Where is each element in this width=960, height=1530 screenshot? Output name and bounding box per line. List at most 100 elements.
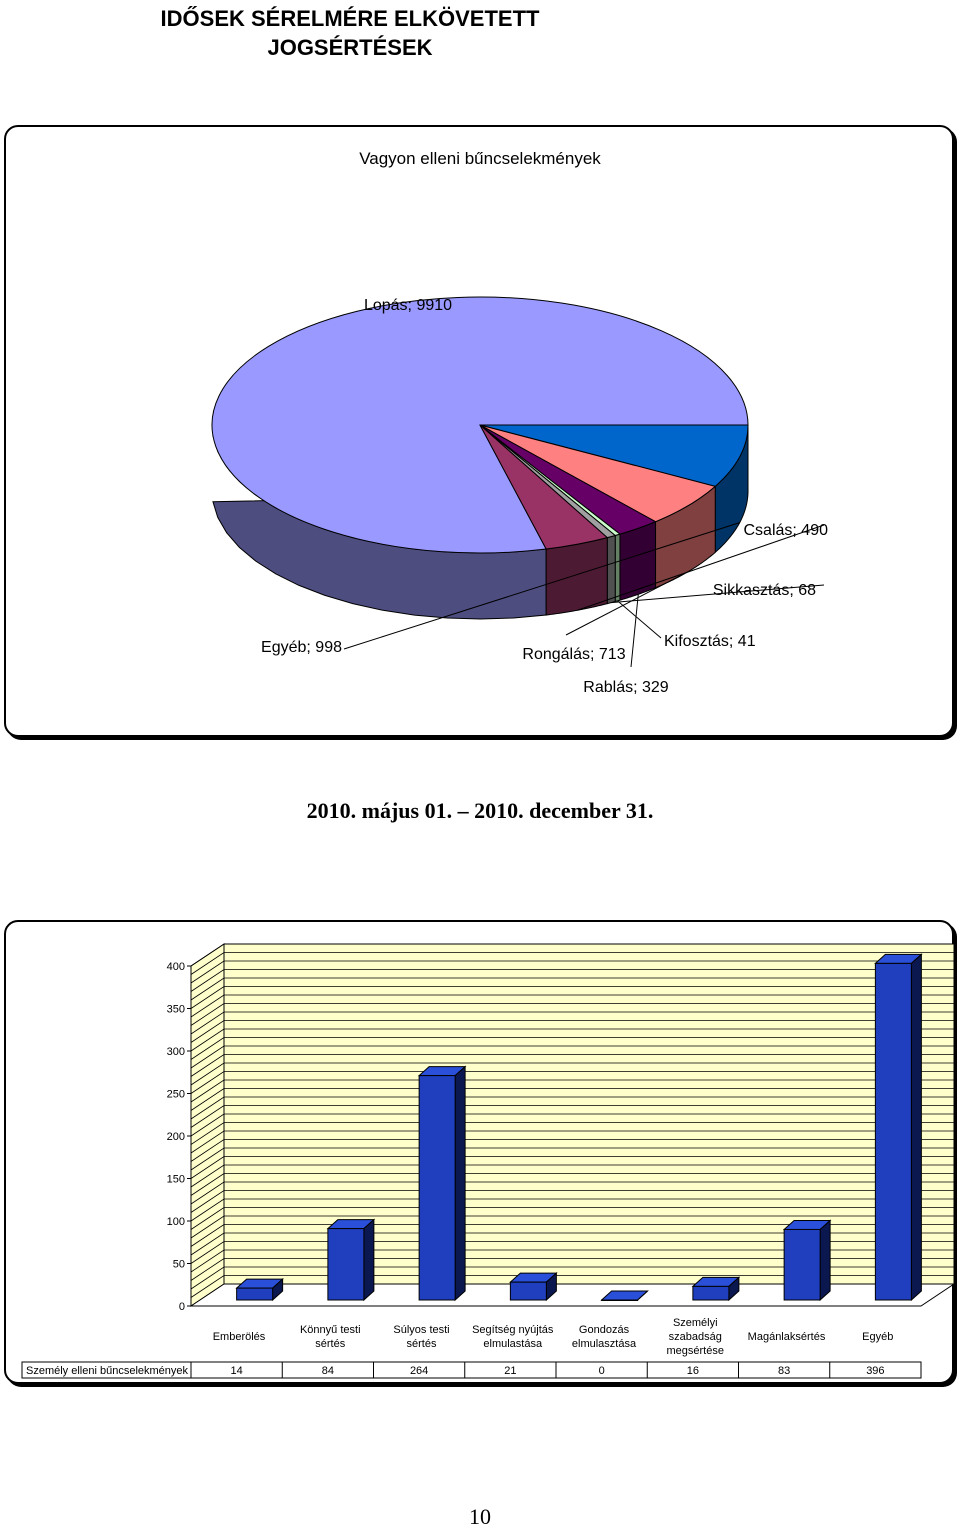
y-tick-label: 0 [179,1301,185,1313]
pie-label-rablas: Rablás; 329 [583,679,668,696]
pie-label-egyeb: Egyéb; 998 [261,639,342,656]
bar-side-4 [637,1290,648,1301]
gridline [190,1215,954,1239]
bar-3 [509,1281,547,1301]
table-value: 264 [410,1365,428,1377]
gridline [190,1062,954,1086]
gridline [190,1249,954,1273]
category-label: Emberölés [213,1331,266,1343]
y-tick-label: 200 [167,1131,185,1143]
pie-leader-kifosztas [617,600,662,639]
gridline [190,1096,954,1120]
bar-floor [189,1283,956,1307]
gridline [190,1164,954,1188]
gridline [190,1003,954,1026]
gridline [190,1130,954,1154]
gridline [190,1011,954,1035]
pie-side-rablas [619,520,657,601]
gridline [190,1147,954,1171]
gridline [190,1028,954,1052]
gridline [190,960,954,984]
category-label: Segítség nyújtás elmulastása [472,1324,554,1350]
gridline [190,1156,954,1179]
gridline [190,969,954,992]
table-value: 21 [504,1365,516,1377]
bar-side-6 [819,1219,831,1302]
bar-chart-panel: 0 50 100 150 200 250 300 350 400 Emberölés Könnyű … [4,920,956,1384]
table-value: 84 [322,1365,334,1377]
bar-4 [601,1299,639,1301]
pie-label-csalas: Csalás; 490 [744,522,829,539]
gridline [190,1020,954,1043]
page-title: IDŐSEK SÉRELMÉRE ELKÖVETETT JOGSÉRTÉSEK [0,4,700,62]
gridline [190,1071,954,1094]
pie-chart-title: Vagyon elleni bűncselekmények [359,149,601,168]
pie-side-kifosztas [614,533,621,603]
pie-leader-rablas [630,594,639,668]
gridline [190,1045,954,1069]
page-number: 10 [469,1504,491,1529]
page-title-line-2: JOGSÉRTÉSEK [267,35,433,60]
gridline [190,952,954,975]
pie-chart-panel: Vagyon elleni bűncselekmények Lopás; 9910… [4,125,954,737]
gridline [190,1037,954,1060]
gridline [190,977,954,1001]
gridline [190,994,954,1018]
gridline [190,986,954,1009]
gridline [190,1241,954,1264]
pie-label-lopas: Lopás; 9910 [364,297,452,314]
y-tick-label: 100 [167,1216,185,1228]
y-tick-label: 150 [167,1174,185,1186]
gridline [190,1232,954,1256]
category-label: Magánlaksértés [748,1331,826,1343]
pie-side-sikkasztas [606,534,616,605]
pie-leader-sikkasztas [611,584,825,604]
y-tick-label: 300 [167,1046,185,1058]
category-label: Könnyű testi sértés [300,1324,361,1350]
bar-2 [418,1075,456,1301]
date-range: 2010. május 01. – 2010. december 31. [306,798,654,823]
gridline [190,1266,954,1290]
bar-side-2 [454,1065,466,1302]
gridline [190,1139,954,1162]
pie-leader-csalas [577,524,825,611]
gridline [190,1173,954,1196]
pie-label-kifosztas: Kifosztás; 41 [664,633,756,650]
gridline [190,1088,954,1111]
gridline [190,1275,954,1298]
gridline [190,1105,954,1128]
gridline [190,1122,954,1145]
gridline [190,1181,954,1205]
table-value: 83 [778,1365,790,1377]
gridline [190,1224,954,1247]
pie-leader-rongalas [565,570,689,636]
y-tick-label: 50 [173,1259,185,1271]
pie-slice-egyeb [479,424,749,487]
table-value: 396 [866,1365,884,1377]
gridline [190,1190,954,1213]
bar-0 [236,1287,274,1301]
category-label: Egyéb [862,1331,893,1343]
gridline [190,1198,954,1222]
category-label: Gondozás elmulasztása [572,1324,637,1350]
category-label: Súlyos testi sértés [393,1324,449,1350]
page-title-line-1: IDŐSEK SÉRELMÉRE ELKÖVETETT [160,6,540,31]
bar-side-7 [910,953,922,1302]
y-tick-label: 350 [167,1004,185,1016]
bar-1 [327,1228,365,1301]
table-value: 0 [599,1365,605,1377]
pie-label-rongalas: Rongálás; 713 [522,646,625,663]
y-tick-label: 400 [167,961,185,973]
pie-chart: Vagyon elleni bűncselekmények Lopás; 9910… [211,149,829,696]
bar-side-1 [363,1218,375,1302]
gridline [190,1207,954,1230]
gridline [190,1113,954,1137]
gridline [190,1258,954,1281]
gridline [190,943,954,967]
category-label: Személyi szabadság megsértése [667,1317,724,1357]
table-value: 16 [687,1365,699,1377]
series-name: Személy elleni bűncselekmények [26,1365,189,1377]
data-table [21,1361,922,1379]
pie-leader-egyeb [343,522,740,650]
pie-slice-lopas [211,296,749,554]
